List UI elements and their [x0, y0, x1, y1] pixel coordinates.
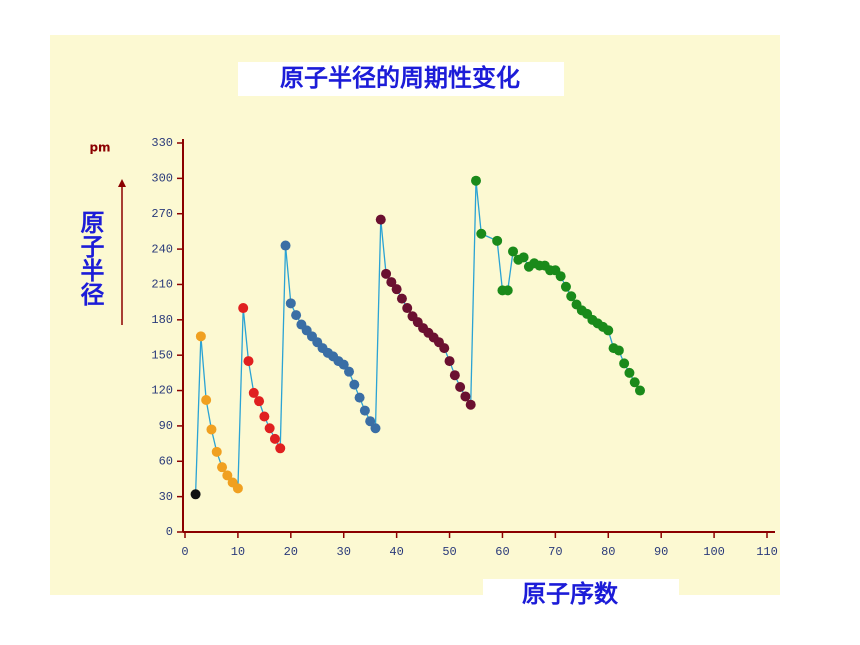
- x-tick-label: 20: [284, 545, 298, 559]
- x-tick-label: 60: [495, 545, 509, 559]
- x-tick-label: 90: [654, 545, 668, 559]
- point: [222, 470, 233, 481]
- x-tick-label: 110: [756, 545, 778, 559]
- point: [269, 433, 280, 444]
- point: [291, 310, 302, 321]
- point: [460, 391, 471, 402]
- point: [349, 379, 360, 390]
- point: [619, 358, 630, 369]
- point: [259, 411, 270, 422]
- x-tick-label: 40: [389, 545, 403, 559]
- x-axis-label: 原子序数: [522, 580, 619, 608]
- point: [344, 366, 355, 377]
- point: [471, 175, 481, 186]
- x-tick-label: 100: [703, 545, 725, 559]
- x-tick-label: 0: [181, 545, 188, 559]
- point: [455, 382, 466, 393]
- point: [465, 399, 476, 410]
- x-tick-label: 30: [337, 545, 351, 559]
- y-tick-label: 30: [159, 490, 173, 504]
- x-tick-label: 10: [231, 545, 245, 559]
- point: [508, 246, 519, 257]
- x-tick-label: 70: [548, 545, 562, 559]
- point: [396, 293, 407, 304]
- y-tick-label: 60: [159, 454, 173, 468]
- point: [232, 483, 243, 494]
- x-tick-label: 80: [601, 545, 615, 559]
- point: [381, 268, 392, 279]
- series-connector: [194, 336, 202, 495]
- y-tick-label: 270: [151, 207, 173, 221]
- y-tick-label: 120: [151, 384, 173, 398]
- title-box: [238, 62, 564, 96]
- series-connector: [279, 245, 287, 449]
- point: [338, 359, 349, 370]
- point: [439, 343, 450, 354]
- point: [375, 214, 386, 225]
- y-arrowhead: [118, 179, 126, 187]
- point: [370, 423, 381, 434]
- y-tick-label: 240: [151, 242, 173, 256]
- point: [264, 423, 275, 434]
- point: [492, 235, 503, 246]
- point: [566, 291, 577, 302]
- point: [391, 284, 402, 295]
- point: [206, 424, 217, 435]
- y-tick-label: 180: [151, 313, 173, 327]
- point: [195, 331, 206, 342]
- point: [238, 303, 249, 314]
- point: [243, 356, 254, 367]
- point: [217, 462, 228, 473]
- point: [386, 277, 397, 288]
- x-label-box: [483, 579, 679, 611]
- point: [502, 285, 513, 296]
- series-connector: [237, 308, 244, 489]
- y-tick-label: 330: [151, 136, 173, 150]
- y-tick-label: 300: [151, 172, 173, 186]
- y-axis-label: 原子半径: [76, 210, 104, 306]
- point: [518, 252, 529, 263]
- point: [275, 443, 286, 454]
- point: [254, 396, 265, 407]
- point: [211, 446, 222, 457]
- point: [444, 356, 455, 367]
- point: [613, 345, 624, 356]
- point: [449, 370, 460, 381]
- series-connector: [470, 180, 477, 405]
- point: [359, 405, 370, 416]
- point: [603, 325, 614, 336]
- x-tick-label: 50: [442, 545, 456, 559]
- point: [402, 303, 413, 314]
- y-tick-label: 90: [159, 419, 173, 433]
- point: [560, 281, 571, 292]
- y-tick-label: 0: [166, 525, 173, 539]
- y-unit: pm: [89, 141, 110, 155]
- point: [201, 394, 212, 405]
- y-tick-label: 150: [151, 348, 173, 362]
- y-tick-label: 210: [151, 278, 173, 292]
- chart-title: 原子半径的周期性变化: [280, 64, 520, 92]
- point: [285, 298, 296, 309]
- point: [190, 489, 201, 500]
- point: [365, 416, 376, 427]
- point: [354, 392, 365, 403]
- series-connector: [374, 219, 382, 429]
- point: [280, 240, 291, 251]
- point: [635, 385, 646, 396]
- point: [629, 377, 640, 388]
- point: [476, 228, 487, 239]
- point: [248, 387, 259, 398]
- point: [624, 367, 635, 378]
- point: [555, 271, 566, 282]
